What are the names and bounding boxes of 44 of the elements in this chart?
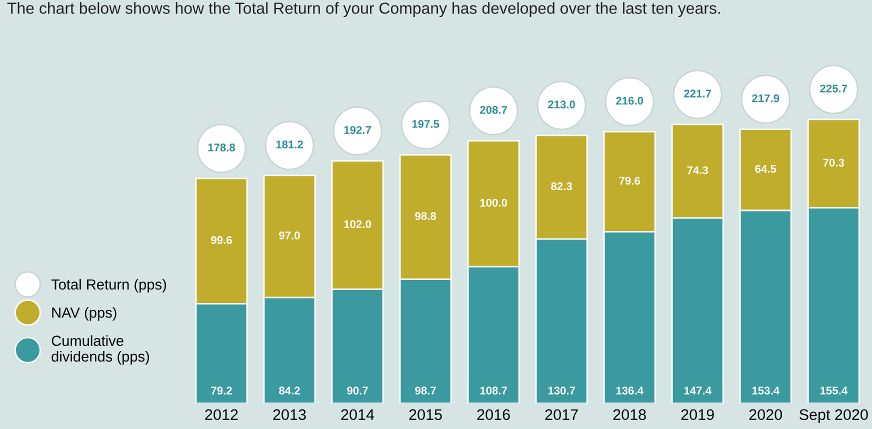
x-tick-label: 2012 <box>205 409 238 420</box>
data-label: 130.7 <box>548 386 575 395</box>
total-label: 181.2 <box>276 140 303 148</box>
data-label: 97.0 <box>279 232 300 240</box>
data-label: 102.0 <box>344 220 371 228</box>
x-tick-label: 2020 <box>749 409 782 420</box>
x-tick-label: 2017 <box>545 409 578 420</box>
data-label: 108.7 <box>480 386 507 395</box>
x-tick-label: 2016 <box>477 409 510 420</box>
legend-label: Cumulative dividends (pps) <box>52 335 150 365</box>
total-label: 178.8 <box>208 144 236 152</box>
total-label: 208.7 <box>480 106 507 114</box>
x-tick-label: 2014 <box>341 409 374 420</box>
data-label: 153.4 <box>752 386 780 395</box>
data-label: 155.4 <box>820 386 848 395</box>
data-label: 79.2 <box>211 386 232 395</box>
data-label: 70.3 <box>823 158 844 167</box>
data-label: 98.7 <box>415 386 436 395</box>
data-label: 82.3 <box>551 182 572 190</box>
data-label: 74.3 <box>687 166 708 174</box>
data-label: 84.2 <box>279 386 300 395</box>
total-label: 217.9 <box>752 94 780 102</box>
x-tick-label: 2019 <box>681 409 714 420</box>
data-label: 98.8 <box>415 212 436 220</box>
chart-title: The chart below shows how the Total Return of your Company has developed over the last ten years. <box>7 2 720 18</box>
data-label: 64.5 <box>755 164 776 173</box>
legend-label: NAV (pps) <box>52 307 116 321</box>
data-label: 99.6 <box>211 236 232 244</box>
x-tick-label: 2018 <box>613 409 646 420</box>
data-label: 90.7 <box>347 386 368 395</box>
total-label: 216.0 <box>616 96 644 105</box>
data-label: 79.6 <box>619 176 640 185</box>
total-label: 225.7 <box>820 84 848 92</box>
data-label: 136.4 <box>616 386 644 395</box>
total-label: 192.7 <box>344 126 371 134</box>
x-tick-label: 2015 <box>409 409 442 420</box>
total-label: 213.0 <box>548 100 576 108</box>
data-label: 147.4 <box>684 386 712 394</box>
x-tick-label: 2013 <box>273 409 306 420</box>
x-tick-label: Sept 2020 <box>800 409 868 424</box>
data-label: 100.0 <box>480 198 507 207</box>
total-label: 221.7 <box>684 90 712 98</box>
total-label: 197.5 <box>412 120 440 128</box>
text: Total Return (pps) <box>51 278 166 293</box>
